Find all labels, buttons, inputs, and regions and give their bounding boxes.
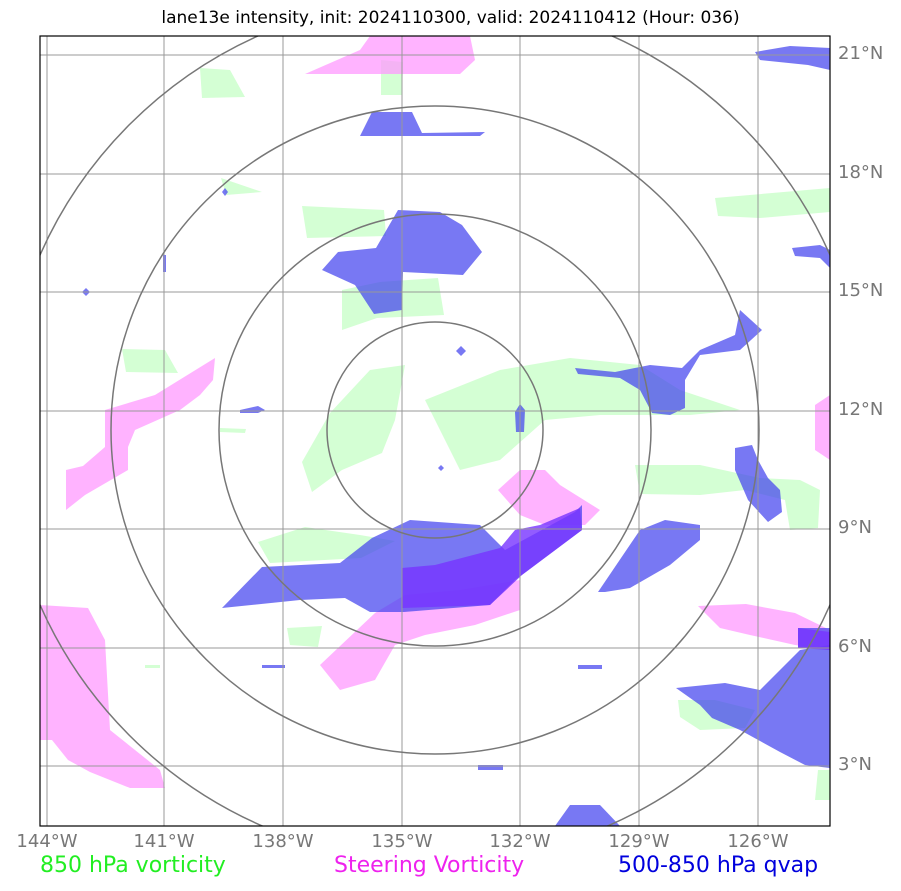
lon-label-126w: 126°W bbox=[727, 831, 789, 852]
legend-steering-vorticity: Steering Vorticity bbox=[334, 853, 525, 878]
map-frame bbox=[39, 35, 831, 827]
lon-label-132w: 132°W bbox=[489, 831, 551, 852]
lat-label-21n: 21°N bbox=[838, 43, 884, 64]
steering-vorticity-layer bbox=[40, 36, 830, 788]
lon-label-141w: 141°W bbox=[133, 831, 195, 852]
legend-qvap: 500-850 hPa qvap bbox=[618, 853, 819, 878]
lat-label-15n: 15°N bbox=[838, 280, 884, 301]
lat-label-12n: 12°N bbox=[838, 399, 884, 420]
lat-label-6n: 6°N bbox=[838, 636, 872, 657]
lon-label-144w: 144°W bbox=[16, 831, 78, 852]
graticule bbox=[40, 36, 830, 826]
lat-label-18n: 18°N bbox=[838, 162, 884, 183]
lon-label-135w: 135°W bbox=[371, 831, 433, 852]
overlap-layer bbox=[402, 508, 830, 650]
lat-label-9n: 9°N bbox=[838, 517, 872, 538]
lon-label-138w: 138°W bbox=[252, 831, 314, 852]
map-title: lane13e intensity, init: 2024110300, val… bbox=[161, 8, 740, 28]
lat-label-3n: 3°N bbox=[838, 754, 872, 775]
legend-850-vorticity: 850 hPa vorticity bbox=[40, 853, 226, 878]
lon-label-129w: 129°W bbox=[608, 831, 670, 852]
range-rings bbox=[40, 36, 830, 826]
